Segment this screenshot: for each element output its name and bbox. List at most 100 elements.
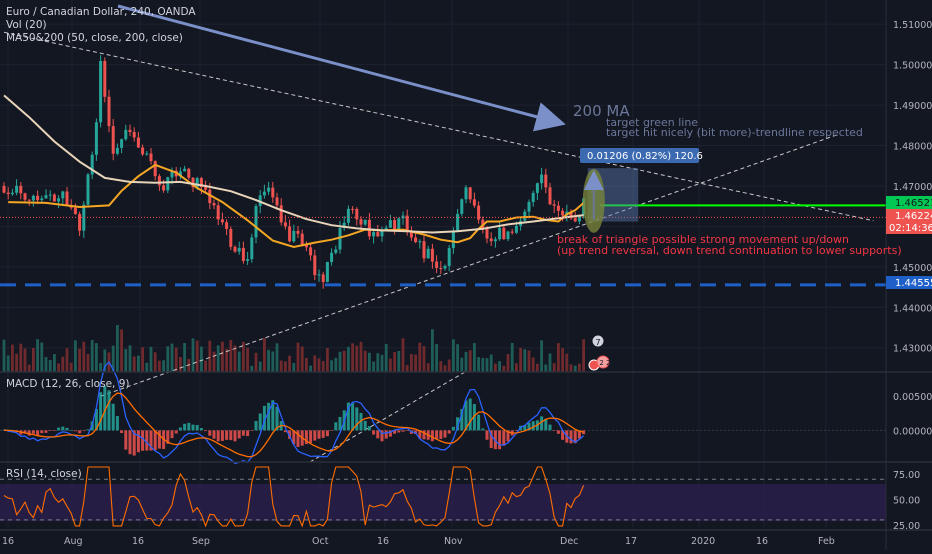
candle-body	[493, 239, 497, 242]
volume-badge-icon[interactable]	[596, 355, 610, 369]
candle-body	[514, 225, 518, 233]
macd-histogram-bar	[178, 427, 182, 431]
macd-line	[3, 361, 585, 465]
rsi-line	[3, 466, 585, 528]
candle-body	[309, 247, 313, 256]
macd-histogram-bar	[128, 430, 132, 455]
volume-bar	[99, 362, 102, 372]
macd-histogram-bar	[313, 430, 317, 441]
macd-histogram-bar	[506, 430, 510, 442]
volume-bar	[338, 351, 342, 372]
volume-bar	[489, 354, 493, 372]
candle-body	[44, 195, 48, 199]
candle-body	[317, 274, 321, 276]
volume-bar	[254, 352, 258, 372]
candle-body	[573, 218, 577, 222]
volume-bar	[485, 358, 489, 372]
candle-body	[393, 220, 397, 230]
candle-body	[405, 215, 409, 232]
candle-body	[468, 187, 472, 200]
volume-bar	[439, 361, 443, 372]
time-tick-label: 2020	[691, 536, 715, 547]
price-axis[interactable]: 1.510001.500001.490001.480001.470001.460…	[893, 20, 932, 532]
macd-histogram-bar	[166, 430, 170, 444]
volume-bar	[216, 345, 220, 372]
candle-body	[27, 199, 31, 201]
candle-body	[19, 185, 23, 194]
macd-histogram-bar	[451, 426, 455, 431]
volume-bar	[313, 355, 317, 372]
volume-bar	[44, 357, 48, 372]
time-axis[interactable]: 16 Aug 16 Sep Oct 16 Nov Dec 17 2020 16 Feb	[2, 536, 835, 547]
macd-histogram-bar	[94, 408, 98, 431]
macd-histogram-bar	[136, 430, 140, 453]
volume-bar	[452, 339, 455, 372]
macd-histogram-bar	[367, 426, 371, 431]
candle-body	[52, 194, 56, 202]
trendline	[100, 133, 840, 397]
trendlines	[3, 31, 874, 463]
volume-bar	[258, 361, 262, 372]
candle-body	[296, 230, 300, 234]
volume-bar	[523, 349, 527, 372]
candle-body	[271, 187, 275, 198]
macd-histogram-bar	[208, 430, 212, 436]
candle-body	[23, 193, 27, 200]
volume-bar	[510, 342, 514, 372]
volume-bar	[11, 344, 14, 372]
candle-body	[485, 228, 489, 239]
candle-body	[220, 219, 224, 223]
candle-body	[111, 126, 115, 154]
volume-bar	[418, 342, 422, 372]
volume-bar	[376, 353, 380, 372]
volume-bar	[426, 363, 430, 372]
macd-histogram-bar	[561, 430, 565, 440]
candle-body	[355, 208, 359, 220]
candle-body	[409, 231, 413, 238]
volume-bar	[288, 355, 291, 372]
volume-bar	[229, 339, 233, 372]
volume-bar	[296, 342, 300, 372]
macd-histogram-bar	[556, 430, 560, 434]
candle-body	[363, 219, 367, 225]
candle-body	[120, 139, 124, 148]
rsi-pane	[0, 466, 886, 528]
candle-body	[212, 203, 216, 206]
volume-bar	[158, 360, 161, 372]
macd-histogram-bar	[170, 430, 174, 439]
time-tick-label: 16	[756, 536, 768, 547]
macd-histogram-bar	[216, 430, 220, 442]
candle-body	[279, 205, 283, 223]
candle-body	[195, 178, 199, 188]
volume-bar	[191, 338, 195, 372]
volume-bar	[347, 346, 350, 372]
volume-bar	[477, 357, 480, 372]
volume-bar	[342, 350, 346, 372]
candle-body	[73, 207, 77, 214]
macd-histogram-bar	[195, 424, 199, 431]
time-tick-label: Aug	[64, 536, 83, 547]
candle-body	[246, 259, 250, 261]
candle-body	[48, 194, 52, 196]
macd-histogram-bar	[52, 430, 56, 431]
macd-histogram-bar	[443, 430, 447, 438]
volume-bar	[481, 357, 485, 372]
candle-body	[451, 231, 455, 249]
volume-bar	[225, 348, 228, 372]
price-tick-label: 1.47000	[893, 182, 932, 193]
volume-bar	[2, 339, 6, 372]
macd-histogram-bar	[359, 412, 363, 431]
candle-body	[300, 233, 304, 246]
time-tick-label: Dec	[560, 536, 578, 547]
volume-bar	[326, 347, 329, 372]
volume-bar	[519, 347, 522, 372]
volume-bar	[57, 363, 60, 372]
macd-histogram-bar	[149, 430, 153, 451]
volume-badge-icon[interactable]	[591, 334, 605, 348]
volume-bar	[53, 354, 56, 372]
macd-histogram-bar	[502, 430, 506, 446]
macd-histogram-bar	[288, 430, 292, 439]
candle-body	[141, 147, 145, 155]
candle-body	[10, 192, 14, 195]
time-tick-label: Oct	[312, 536, 329, 547]
